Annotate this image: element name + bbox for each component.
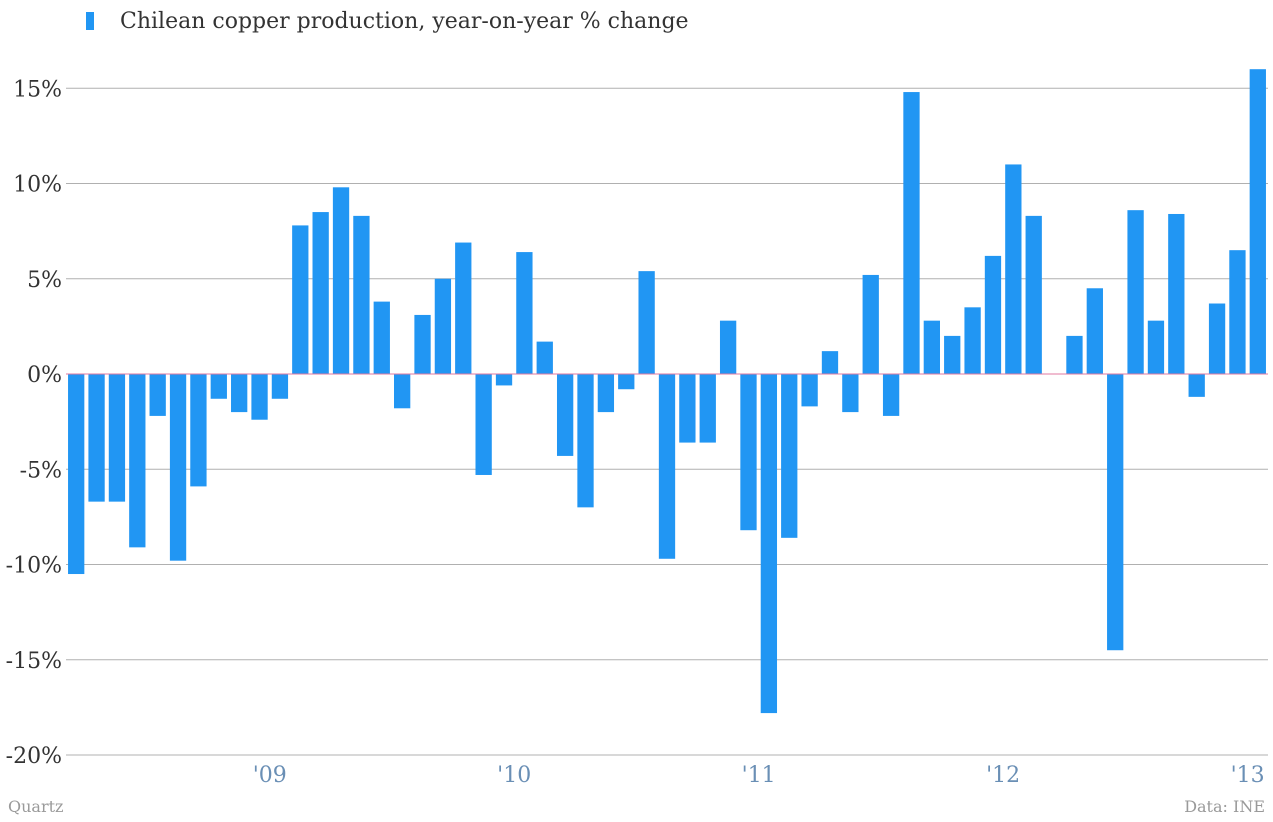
legend-swatch bbox=[86, 12, 94, 30]
y-tick-label: -10% bbox=[6, 554, 62, 579]
bar bbox=[129, 374, 146, 548]
bar bbox=[108, 374, 126, 502]
bar bbox=[1168, 213, 1185, 374]
bar bbox=[882, 374, 900, 416]
x-tick-label: '13 bbox=[1231, 763, 1265, 788]
bar bbox=[251, 374, 268, 420]
bar bbox=[231, 374, 248, 413]
bar bbox=[536, 341, 553, 374]
bar bbox=[740, 374, 757, 531]
bar bbox=[332, 187, 350, 374]
bar bbox=[1025, 215, 1042, 374]
bar bbox=[699, 374, 716, 443]
y-tick-label: 10% bbox=[13, 173, 62, 198]
x-tick-label: '11 bbox=[742, 763, 776, 788]
bar bbox=[679, 374, 696, 443]
y-tick-label: 5% bbox=[27, 268, 62, 293]
bar bbox=[434, 278, 452, 374]
x-tick-label: '10 bbox=[497, 763, 531, 788]
bar bbox=[760, 374, 778, 714]
bar bbox=[88, 374, 105, 502]
bar bbox=[1107, 374, 1124, 651]
x-tick-label: '12 bbox=[986, 763, 1020, 788]
bar bbox=[1127, 210, 1144, 374]
legend-label: Chilean copper production, year-on-year … bbox=[120, 8, 689, 34]
bar bbox=[1005, 164, 1022, 374]
bar bbox=[1066, 335, 1083, 374]
bar bbox=[597, 374, 615, 413]
bar bbox=[618, 374, 635, 390]
bar bbox=[658, 374, 676, 559]
bar bbox=[516, 252, 533, 374]
bar bbox=[455, 242, 472, 374]
bar bbox=[577, 374, 594, 508]
bar bbox=[556, 374, 574, 456]
bar bbox=[190, 374, 207, 487]
bar bbox=[862, 274, 879, 374]
bar bbox=[1208, 303, 1226, 374]
bar bbox=[68, 374, 85, 575]
bar bbox=[964, 307, 981, 374]
bar bbox=[1147, 320, 1165, 374]
bar bbox=[149, 374, 166, 416]
bar bbox=[373, 301, 390, 374]
bar bbox=[638, 271, 655, 374]
bar bbox=[1229, 250, 1246, 375]
bar bbox=[944, 335, 961, 374]
bar bbox=[169, 374, 187, 561]
bar bbox=[821, 351, 839, 374]
bar bbox=[1086, 288, 1103, 374]
x-tick-label: '09 bbox=[253, 763, 287, 788]
bar bbox=[475, 374, 492, 475]
bar bbox=[210, 374, 227, 399]
bar bbox=[292, 225, 309, 374]
bar bbox=[271, 374, 289, 399]
y-tick-label: -5% bbox=[20, 458, 62, 483]
bar bbox=[495, 374, 513, 386]
bar bbox=[353, 215, 370, 374]
bar bbox=[1249, 69, 1266, 374]
bar bbox=[801, 374, 818, 407]
y-tick-label: 15% bbox=[13, 77, 62, 102]
bar bbox=[842, 374, 859, 413]
source-right: Data: INE bbox=[1184, 797, 1265, 816]
bar bbox=[903, 92, 920, 374]
bar bbox=[312, 212, 329, 374]
bar bbox=[394, 374, 411, 409]
bar bbox=[984, 255, 1002, 374]
source-left: Quartz bbox=[8, 797, 64, 816]
y-tick-label: -15% bbox=[6, 649, 62, 674]
y-tick-label: -20% bbox=[6, 744, 62, 769]
y-tick-label: 0% bbox=[27, 363, 62, 388]
bar bbox=[414, 314, 431, 374]
bar bbox=[781, 374, 798, 538]
bar bbox=[1188, 374, 1205, 397]
legend: Chilean copper production, year-on-year … bbox=[86, 6, 689, 36]
bar bbox=[719, 320, 737, 374]
bar bbox=[923, 320, 940, 374]
